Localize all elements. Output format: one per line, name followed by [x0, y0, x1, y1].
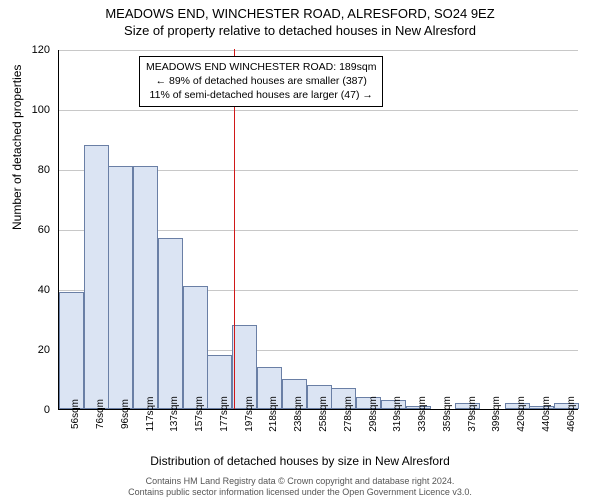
chart-title-main: MEADOWS END, WINCHESTER ROAD, ALRESFORD,… [0, 0, 600, 21]
x-tick-label: 339sqm [417, 389, 428, 439]
x-tick-label: 177sqm [219, 389, 230, 439]
x-tick-label: 319sqm [392, 389, 403, 439]
y-tick-label: 120 [0, 44, 50, 56]
x-tick-label: 157sqm [194, 389, 205, 439]
annotation-line: MEADOWS END WINCHESTER ROAD: 189sqm [146, 60, 376, 74]
annotation-line: 11% of semi-detached houses are larger (… [146, 88, 376, 102]
x-tick-label: 76sqm [95, 389, 106, 439]
plot-area: MEADOWS END WINCHESTER ROAD: 189sqm ← 89… [58, 50, 578, 410]
x-tick-label: 399sqm [491, 389, 502, 439]
chart-title-sub: Size of property relative to detached ho… [0, 23, 600, 38]
y-tick-label: 80 [0, 164, 50, 176]
bar [84, 145, 109, 409]
y-tick-label: 60 [0, 224, 50, 236]
y-tick-label: 100 [0, 104, 50, 116]
annotation-line: ← 89% of detached houses are smaller (38… [146, 74, 376, 88]
y-tick-label: 40 [0, 284, 50, 296]
x-tick-label: 440sqm [541, 389, 552, 439]
bar [108, 166, 133, 409]
grid-line [59, 50, 578, 51]
x-tick-label: 137sqm [169, 389, 180, 439]
bar [158, 238, 183, 409]
x-tick-label: 96sqm [120, 389, 131, 439]
footer-line: Contains public sector information licen… [0, 487, 600, 498]
y-axis-label: Number of detached properties [10, 65, 24, 230]
footer: Contains HM Land Registry data © Crown c… [0, 476, 600, 499]
x-tick-label: 420sqm [516, 389, 527, 439]
x-tick-label: 359sqm [442, 389, 453, 439]
x-tick-label: 117sqm [145, 389, 156, 439]
x-tick-label: 197sqm [244, 389, 255, 439]
y-tick-label: 20 [0, 344, 50, 356]
y-tick-label: 0 [0, 404, 50, 416]
chart-container: MEADOWS END, WINCHESTER ROAD, ALRESFORD,… [0, 0, 600, 500]
x-tick-label: 278sqm [343, 389, 354, 439]
x-tick-label: 258sqm [318, 389, 329, 439]
grid-line [59, 110, 578, 111]
x-tick-label: 218sqm [268, 389, 279, 439]
bar [133, 166, 158, 409]
x-tick-label: 298sqm [368, 389, 379, 439]
x-tick-label: 379sqm [467, 389, 478, 439]
x-tick-label: 460sqm [566, 389, 577, 439]
x-axis-label: Distribution of detached houses by size … [0, 454, 600, 468]
footer-line: Contains HM Land Registry data © Crown c… [0, 476, 600, 487]
x-tick-label: 238sqm [293, 389, 304, 439]
annotation-box: MEADOWS END WINCHESTER ROAD: 189sqm ← 89… [139, 56, 383, 107]
x-tick-label: 56sqm [70, 389, 81, 439]
